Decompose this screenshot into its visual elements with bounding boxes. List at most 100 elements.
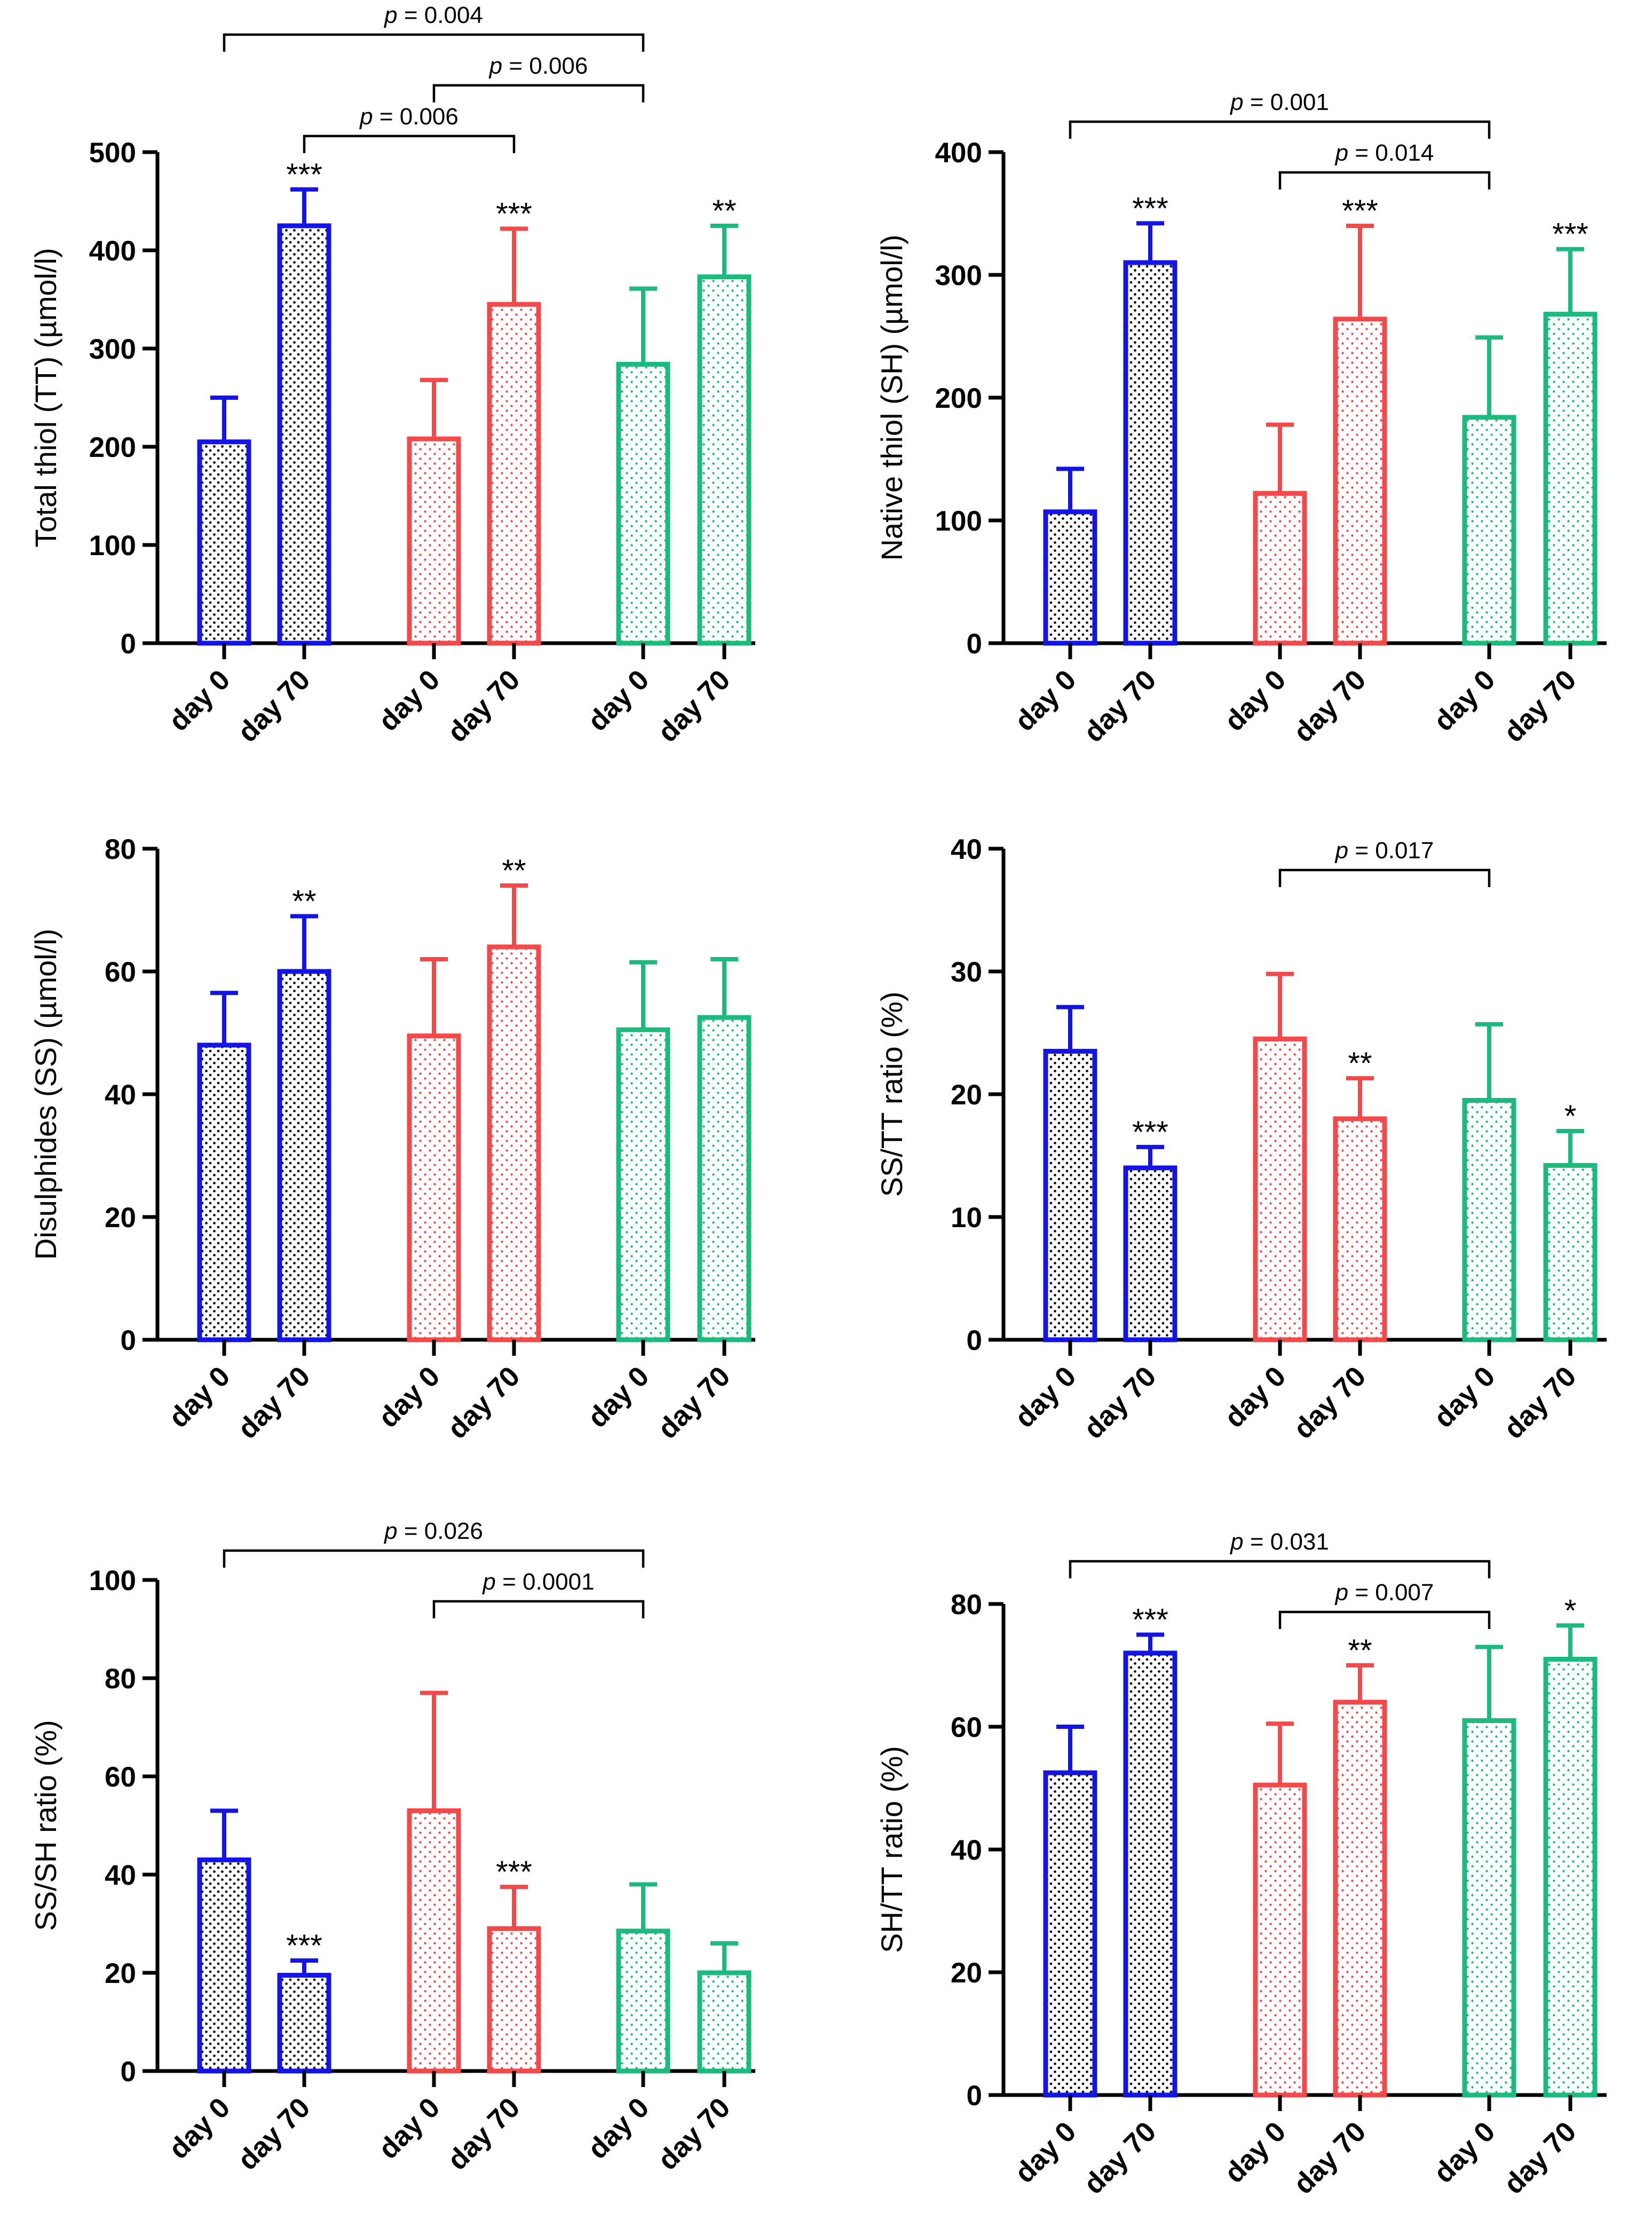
comparison-bracket	[1278, 1610, 1491, 1629]
y-tick-label: 40	[951, 834, 982, 865]
comparison-p-value: p = 0.006	[359, 104, 459, 130]
bar	[1333, 1700, 1387, 2098]
bar	[1123, 1165, 1177, 1342]
y-tick-label: 0	[121, 2056, 136, 2088]
y-tick-label: 20	[951, 1957, 982, 1989]
y-tick-label: 500	[89, 137, 136, 169]
y-tick-label: 60	[105, 957, 136, 988]
x-category-label: day 70	[652, 1361, 736, 1445]
x-category-label: day 70	[652, 664, 736, 748]
bar	[487, 302, 541, 646]
x-category-label: day 0	[163, 664, 236, 738]
bar	[1043, 509, 1097, 646]
comparison-p-value: p = 0.001	[1229, 89, 1329, 115]
y-tick-label: 200	[89, 432, 136, 463]
x-category-label: day 0	[1428, 664, 1501, 738]
bar	[1253, 1037, 1307, 1342]
x-category-label: day 0	[163, 1361, 236, 1434]
bar	[616, 1027, 670, 1342]
significance-label: ***	[286, 157, 322, 192]
significance-label: *	[1564, 1593, 1577, 1628]
comparison-bracket	[1069, 1560, 1491, 1578]
y-tick-label: 100	[89, 1565, 136, 1596]
x-category-label: day 70	[1498, 1361, 1582, 1445]
significance-label: **	[1348, 1633, 1372, 1668]
comparison-p-value: p = 0.017	[1334, 837, 1434, 864]
bar	[697, 1015, 752, 1342]
bar	[277, 223, 331, 646]
comparison-p-value: p = 0.007	[1334, 1579, 1434, 1606]
bar	[1043, 1770, 1097, 2098]
comparison-p-value: p = 0.004	[383, 2, 483, 28]
x-category-label: day 70	[1287, 2116, 1372, 2200]
y-tick-label: 200	[935, 383, 982, 414]
x-category-label: day 0	[1219, 1361, 1292, 1434]
bar	[407, 1808, 461, 2074]
y-tick-label: 400	[89, 235, 136, 267]
x-category-label: day 70	[1078, 664, 1162, 748]
significance-label: ***	[496, 197, 532, 232]
y-tick-label: 20	[951, 1079, 982, 1111]
bar	[1543, 1163, 1598, 1342]
significance-label: **	[292, 884, 316, 919]
y-tick-label: 80	[105, 834, 136, 865]
significance-label: **	[1348, 1046, 1372, 1081]
comparison-bracket	[223, 33, 645, 52]
significance-label: ***	[1132, 1603, 1168, 1638]
x-category-label: day 0	[1428, 1361, 1501, 1434]
bar	[1333, 317, 1387, 646]
bar	[1123, 260, 1177, 646]
x-category-label: day 70	[441, 664, 526, 748]
bar	[1253, 1782, 1307, 2098]
x-category-label: day 70	[1498, 664, 1582, 748]
significance-label: ***	[1132, 191, 1168, 226]
x-category-label: day 70	[441, 2092, 526, 2176]
significance-label: ***	[1132, 1115, 1168, 1150]
y-axis-title: Total thiol (TT) (µmol/l)	[29, 248, 62, 547]
bar	[1462, 1718, 1516, 2098]
x-category-label: day 0	[1009, 664, 1082, 738]
x-category-label: day 0	[1219, 2116, 1292, 2190]
x-category-label: day 70	[1498, 2116, 1582, 2200]
x-category-label: day 70	[1287, 664, 1372, 748]
x-category-label: day 0	[582, 1361, 655, 1434]
y-tick-label: 20	[105, 1202, 136, 1234]
bar	[407, 436, 461, 646]
y-axis-title: SH/TT ratio (%)	[875, 1746, 908, 1953]
significance-label: ***	[1342, 194, 1378, 228]
y-tick-label: 0	[967, 1325, 982, 1356]
bar	[197, 1857, 251, 2074]
y-tick-label: 80	[951, 1589, 982, 1621]
comparison-p-value: p = 0.031	[1229, 1529, 1329, 1555]
chart-panel-2: 0 100 200 300 400 Native thiol (SH) (µmol/l) d…	[875, 89, 1607, 748]
x-category-label: day 0	[1219, 664, 1292, 738]
x-category-label: day 0	[1428, 2116, 1501, 2190]
significance-label: **	[712, 194, 736, 228]
bar	[1543, 312, 1598, 646]
x-category-label: day 0	[1009, 2116, 1082, 2190]
y-tick-label: 100	[89, 530, 136, 562]
x-category-label: day 70	[232, 2092, 316, 2176]
bar	[1462, 1098, 1516, 1342]
y-tick-label: 100	[935, 505, 982, 537]
y-tick-label: 40	[105, 1860, 136, 1891]
y-tick-label: 300	[935, 260, 982, 291]
y-tick-label: 20	[105, 1958, 136, 1989]
comparison-bracket	[1278, 868, 1491, 887]
bar	[407, 1033, 461, 1342]
bar	[1123, 1650, 1177, 2098]
y-tick-label: 0	[121, 1325, 136, 1356]
x-category-label: day 70	[652, 2092, 736, 2176]
chart-panel-1: 0 100 200 300 400 500 Total thiol (TT) (µmol/l…	[29, 2, 755, 748]
significance-label: ***	[496, 1855, 532, 1890]
comparison-p-value: p = 0.026	[383, 1518, 483, 1544]
x-category-label: day 0	[582, 2092, 655, 2165]
y-tick-label: 30	[951, 957, 982, 988]
comparison-bracket	[432, 1600, 645, 1618]
x-category-label: day 0	[373, 1361, 446, 1434]
y-axis-title: Native thiol (SH) (µmol/l)	[875, 234, 908, 560]
